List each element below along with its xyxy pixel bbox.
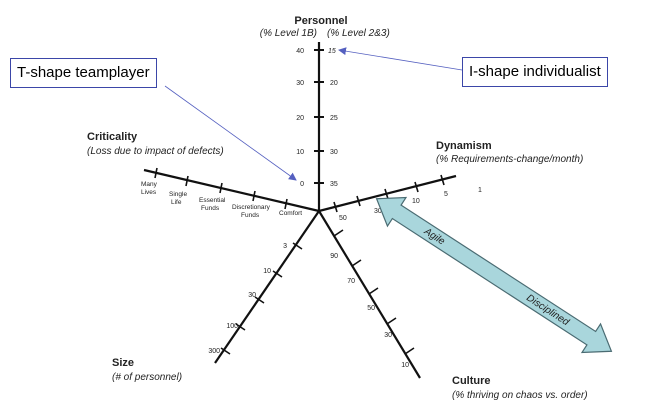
personnel-title: Personnel <box>294 15 347 27</box>
i-shape-callout: I-shape individualist <box>462 57 608 87</box>
personnel-subtitle-right: (% Level 2&3) <box>327 28 390 39</box>
dynamism-tick <box>384 188 389 200</box>
size-title: Size <box>112 357 134 369</box>
culture-tick-label: 90 <box>330 253 338 260</box>
personnel-right-tick-label: 25 <box>330 115 338 122</box>
dynamism-axis <box>318 174 457 213</box>
culture-tick <box>404 347 415 355</box>
left-callout-connector <box>164 85 297 181</box>
personnel-right-tick-label: 15 <box>328 48 336 55</box>
t-shape-callout: T-shape teamplayer <box>10 58 157 88</box>
dynamism-tick-label: 50 <box>339 215 347 222</box>
size-tick <box>220 347 231 355</box>
criticality-tick-label: Many <box>141 181 158 188</box>
criticality-axis <box>143 168 320 213</box>
culture-tick <box>333 229 344 237</box>
personnel-right-tick-label: 35 <box>330 181 338 188</box>
size-tick <box>292 242 303 250</box>
culture-ticks: 90 70 50 30 10 <box>330 229 415 369</box>
personnel-left-tick-label: 30 <box>296 80 304 87</box>
criticality-tick <box>185 175 189 187</box>
size-tick-label: 3 <box>283 243 287 250</box>
personnel-left-tick-label: 0 <box>300 181 304 188</box>
criticality-tick-label: Funds <box>201 205 220 212</box>
culture-tick-label: 70 <box>347 278 355 285</box>
criticality-tick <box>219 182 223 194</box>
size-tick <box>235 323 246 331</box>
culture-tick-label: 10 <box>401 362 409 369</box>
dynamism-tick <box>440 174 445 186</box>
size-tick <box>272 270 283 278</box>
size-tick-label: 300 <box>208 348 220 355</box>
personnel-left-tick-label: 10 <box>296 149 304 156</box>
dynamism-tick-label: 5 <box>444 191 448 198</box>
culture-subtitle: (% thriving on chaos vs. order) <box>452 390 588 401</box>
size-tick-label: 100 <box>226 323 238 330</box>
dynamism-tick <box>414 181 419 193</box>
size-subtitle: (# of personnel) <box>112 372 182 383</box>
dynamism-tick <box>333 201 338 213</box>
dynamism-ticks: 1 5 10 30 50 <box>333 174 482 222</box>
culture-tick <box>386 317 397 325</box>
criticality-tick <box>252 190 256 202</box>
dynamism-tick-label: 30 <box>374 208 382 215</box>
criticality-tick-label: Life <box>171 199 182 206</box>
personnel-right-tick-label: 20 <box>330 80 338 87</box>
dynamism-tick-label: 10 <box>412 198 420 205</box>
criticality-tick <box>154 167 158 179</box>
right-callout-connector <box>338 47 463 71</box>
personnel-subtitle-left: (% Level 1B) <box>260 28 317 39</box>
dynamism-tick-label: 1 <box>478 187 482 194</box>
criticality-tick-label: Comfort <box>279 210 302 217</box>
personnel-left-tick-label: 40 <box>296 48 304 55</box>
size-axis <box>214 210 320 364</box>
criticality-tick-label: Funds <box>241 212 260 219</box>
personnel-right-tick-label: 30 <box>330 149 338 156</box>
criticality-tick-label: Single <box>169 191 187 198</box>
criticality-tick-label: Essential <box>199 197 226 204</box>
criticality-tick-label: Lives <box>141 189 157 196</box>
dynamism-subtitle: (% Requirements-change/month) <box>436 154 583 165</box>
agile-disciplined-arrow: Agile Disciplined <box>375 196 613 354</box>
criticality-subtitle: (Loss due to impact of defects) <box>87 146 224 157</box>
criticality-tick <box>284 198 288 210</box>
dynamism-tick <box>356 195 361 207</box>
criticality-tick-label: Discretionary <box>232 204 271 211</box>
personnel-left-tick-label: 20 <box>296 115 304 122</box>
double-arrow-shape <box>375 196 613 354</box>
criticality-title: Criticality <box>87 131 138 143</box>
culture-title: Culture <box>452 375 491 387</box>
personnel-ticks: 40 30 20 10 0 15 20 25 30 35 <box>296 48 338 188</box>
culture-tick-label: 30 <box>384 332 392 339</box>
size-tick-label: 10 <box>263 268 271 275</box>
criticality-ticks: Many Lives Single Life Essential Funds D… <box>141 167 302 219</box>
culture-tick <box>368 287 379 295</box>
culture-tick <box>351 259 362 267</box>
size-tick <box>254 296 265 304</box>
size-ticks: 3 10 30 100 300 <box>208 242 303 355</box>
culture-tick-label: 50 <box>367 305 375 312</box>
size-tick-label: 30 <box>248 292 256 299</box>
dynamism-title: Dynamism <box>436 140 492 152</box>
